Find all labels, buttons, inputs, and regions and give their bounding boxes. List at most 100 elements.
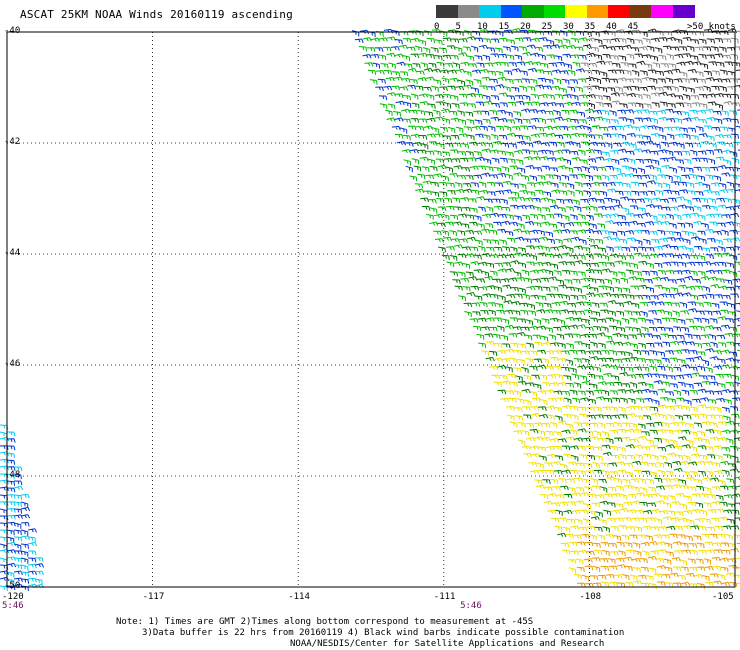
- wind-barb: [478, 342, 487, 349]
- wind-barb: [654, 477, 663, 483]
- wind-barb: [685, 206, 695, 212]
- wind-barb: [589, 166, 599, 172]
- wind-barb: [517, 359, 526, 365]
- wind-barb: [579, 159, 588, 165]
- wind-barb: [545, 110, 554, 116]
- wind-barb: [394, 134, 404, 139]
- wind-barb: [466, 55, 475, 62]
- wind-barb: [505, 173, 513, 180]
- wind-barb: [675, 511, 684, 517]
- wind-barb: [686, 476, 696, 482]
- wind-barb: [609, 325, 618, 331]
- wind-barb: [718, 182, 727, 189]
- wind-barb: [420, 62, 428, 69]
- wind-barb: [673, 78, 683, 83]
- wind-barb: [709, 422, 718, 428]
- legend-label: 0: [434, 22, 440, 32]
- wind-barb: [702, 261, 712, 266]
- wind-barb: [626, 92, 637, 98]
- wind-barb: [624, 310, 633, 316]
- wind-barb: [455, 68, 466, 74]
- wind-barb: [711, 500, 721, 506]
- wind-barb: [689, 254, 699, 260]
- wind-barb: [521, 174, 529, 181]
- wind-barb: [677, 222, 686, 228]
- wind-barb: [574, 181, 583, 188]
- wind-barb: [609, 149, 619, 155]
- wind-barb: [587, 493, 597, 499]
- wind-barb: [621, 436, 631, 442]
- wind-barb: [568, 310, 578, 316]
- wind-barb: [614, 517, 624, 522]
- wind-barb: [404, 63, 413, 69]
- wind-barb: [553, 229, 563, 234]
- wind-barb: [535, 302, 544, 308]
- wind-barb: [526, 44, 537, 49]
- wind-barb: [565, 166, 574, 173]
- wind-barb: [506, 406, 515, 411]
- wind-barb: [629, 205, 639, 211]
- wind-barb: [617, 271, 626, 278]
- wind-barb: [622, 44, 633, 50]
- wind-barb: [693, 220, 703, 226]
- wind-barb: [576, 566, 585, 573]
- wind-barb: [676, 61, 686, 66]
- wind-barb: [691, 414, 700, 419]
- wind-barb: [606, 46, 616, 51]
- wind-barb: [519, 85, 527, 92]
- wind-barb: [722, 549, 731, 555]
- wind-barb: [431, 191, 440, 197]
- wind-barb: [562, 294, 570, 301]
- wind-barb: [631, 486, 640, 493]
- wind-barb: [467, 103, 477, 109]
- wind-barb: [597, 166, 607, 172]
- wind-barb: [709, 166, 719, 172]
- wind-barb: [684, 60, 694, 66]
- wind-barb: [446, 246, 455, 251]
- wind-barb: [506, 39, 516, 45]
- wind-barb: [655, 87, 664, 92]
- wind-barb: [696, 542, 705, 549]
- wind-barb: [694, 342, 703, 349]
- wind-barb: [500, 62, 509, 68]
- wind-barb: [449, 230, 457, 237]
- wind-barb: [541, 318, 550, 324]
- wind-barb: [629, 220, 639, 226]
- wind-barb: [545, 430, 554, 436]
- wind-barb: [447, 190, 456, 195]
- wind-barb: [713, 326, 722, 332]
- wind-barb: [661, 357, 670, 364]
- wind-barb: [575, 189, 584, 196]
- wind-barb: [735, 84, 740, 90]
- wind-barb: [569, 367, 577, 374]
- wind-barb: [586, 550, 595, 556]
- wind-barb: [694, 518, 704, 523]
- wind-barb: [428, 199, 437, 204]
- wind-barb: [547, 374, 557, 379]
- wind-barb: [641, 470, 651, 476]
- wind-barb: [649, 150, 659, 156]
- wind-barb: [604, 397, 613, 404]
- wind-barb: [494, 286, 502, 293]
- wind-barb: [641, 109, 650, 114]
- wind-barb: [426, 94, 435, 101]
- wind-barb: [455, 188, 465, 194]
- wind-barb: [634, 526, 643, 533]
- wind-barb: [513, 149, 524, 155]
- wind-barb: [518, 183, 527, 190]
- wind-barb: [562, 93, 572, 99]
- wind-barb: [634, 93, 643, 100]
- wind-barb: [473, 174, 483, 180]
- wind-barb: [653, 573, 663, 579]
- wind-barb: [645, 203, 656, 209]
- wind-barb: [557, 358, 567, 363]
- wind-barb: [494, 182, 504, 188]
- wind-barb: [550, 263, 559, 270]
- wind-barb: [656, 565, 666, 570]
- wind-barb: [600, 565, 610, 571]
- wind-barb: [623, 190, 632, 196]
- wind-barb: [669, 206, 679, 212]
- wind-barb: [603, 414, 612, 420]
- legend-label: 5: [455, 22, 461, 32]
- wind-barb: [444, 142, 454, 148]
